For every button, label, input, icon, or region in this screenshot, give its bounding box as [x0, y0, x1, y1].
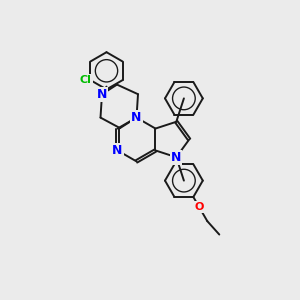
Text: O: O — [194, 202, 204, 212]
Text: N: N — [171, 151, 181, 164]
Text: N: N — [97, 88, 107, 101]
Text: Cl: Cl — [80, 75, 92, 85]
Text: N: N — [131, 111, 142, 124]
Text: N: N — [112, 144, 123, 157]
Text: N: N — [131, 111, 142, 124]
